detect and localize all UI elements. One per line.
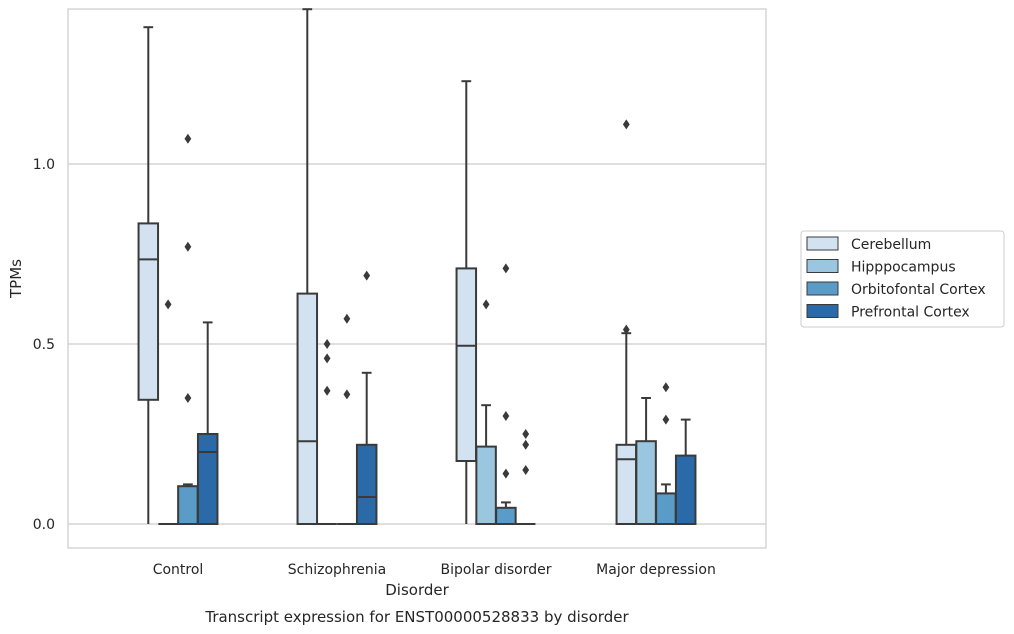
outlier-point [184,393,192,403]
box-1-0 [296,8,319,525]
box-layer [137,8,697,526]
y-tick-label: 1.0 [33,157,55,173]
outlier-point [502,411,510,421]
outlier-point [343,389,351,400]
box-body [674,454,697,526]
outlier-point [502,468,510,479]
legend-label: Cerebellum [851,237,931,253]
box-3-3 [674,418,697,526]
box-body [455,267,478,462]
box-2-1 [475,299,497,526]
legend-frame [800,230,1005,328]
y-axis-label: TPMs [7,259,25,299]
outlier-point [482,299,490,310]
legend-swatch [806,304,839,318]
box-2-2 [495,263,517,525]
box-2-3 [515,429,536,525]
outlier-point [622,324,630,335]
x-tick-labels: Control Schizophrenia Bipolar disorder Majo… [153,562,716,578]
chart-caption: Transcript expression for ENST0000052883… [204,608,629,626]
legend-label: Prefrontal Cortex [851,305,970,321]
outlier-point [323,385,331,396]
outlier-point [502,263,510,274]
box-0-3 [196,321,219,525]
outlier-point [164,299,172,310]
outlier-point [323,339,331,349]
x-tick-label: Major depression [596,562,716,578]
box-body [355,443,378,525]
outlier-point [522,429,530,439]
legend-swatch [806,236,839,251]
box-2-0 [455,80,478,524]
box-body [635,440,657,526]
outlier-point [184,241,192,252]
outlier-point [622,119,630,130]
legend-label: Orbitofontal Cortex [851,282,986,298]
box-3-1 [635,397,657,526]
x-tick-label: Bipolar disorder [440,562,551,578]
box-body [475,445,497,526]
box-body [615,443,638,525]
x-tick-label: Schizophrenia [288,562,386,578]
outlier-point [363,270,371,281]
box-body [655,492,677,525]
box-body [296,292,319,525]
box-body [196,433,219,525]
grid-layer [68,163,766,525]
box-body [495,506,517,525]
box-0-2 [177,133,199,526]
outlier-point [522,439,530,450]
y-tick-label: 0.0 [33,517,55,533]
legend-swatch [806,259,839,273]
legend-swatch [806,281,839,296]
legend: Cerebellum Hipppocampus Orbitofontal Corte… [800,230,1005,328]
outlier-point [522,465,530,475]
outlier-point [323,353,331,364]
box-3-0 [615,119,638,525]
legend-label: Hipppocampus [851,260,956,276]
box-body [177,485,199,526]
box-0-1 [158,299,178,525]
outlier-point [184,133,192,144]
y-tick-labels: 0.00.51.01.52.02.5 [33,157,55,533]
plot-frame [67,8,767,549]
x-axis-label: Disorder [385,581,449,599]
outlier-point [343,313,351,324]
box-1-1 [317,339,337,525]
box-3-2 [655,382,677,525]
outlier-point [662,382,670,393]
x-tick-label: Control [153,562,204,578]
y-tick-label: 0.5 [33,337,55,353]
outlier-point [662,414,670,425]
box-body [137,222,160,401]
box-1-2 [337,313,357,525]
box-0-0 [137,26,160,524]
box-1-3 [355,270,378,525]
